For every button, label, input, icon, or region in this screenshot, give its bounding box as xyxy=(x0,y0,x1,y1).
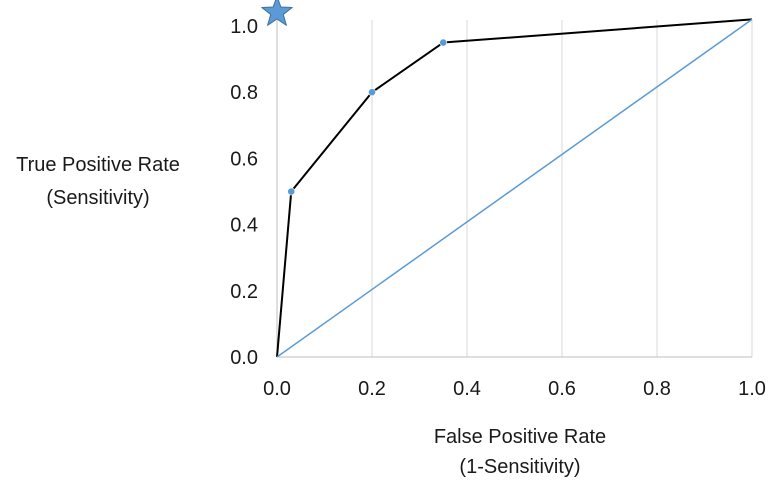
roc-point-marker xyxy=(287,187,296,196)
reference-diagonal-line xyxy=(276,18,753,358)
y-tick-label: 0.0 xyxy=(230,347,258,369)
markers-layer xyxy=(287,38,448,196)
x-tick-label: 0.4 xyxy=(453,378,481,400)
grid-lines xyxy=(371,20,753,357)
tick-labels: 0.0 0.2 0.4 0.6 0.8 1.0 0.0 0.2 0.4 0.6 0.8 1.0 xyxy=(230,16,766,400)
y-tick-label: 0.2 xyxy=(230,281,258,303)
x-tick-label: 0.0 xyxy=(263,378,291,400)
roc-point-marker xyxy=(368,88,376,97)
star-icon xyxy=(261,0,293,26)
x-tick-label: 0.6 xyxy=(548,378,576,400)
x-tick-label: 0.2 xyxy=(358,378,386,400)
annotations-layer xyxy=(261,0,293,26)
y-tick-label: 1.0 xyxy=(230,16,258,38)
series-layer xyxy=(276,18,753,358)
y-axis-title-line1: True Positive Rate xyxy=(16,154,180,176)
y-axis-title-line2: (Sensitivity) xyxy=(46,187,149,209)
x-tick-label: 1.0 xyxy=(738,378,766,400)
y-tick-label: 0.6 xyxy=(230,148,258,170)
y-tick-label: 0.4 xyxy=(230,215,258,237)
roc-point-marker xyxy=(439,38,448,47)
x-axis-title-line2: (1-Sensitivity) xyxy=(459,456,580,478)
x-tick-label: 0.8 xyxy=(643,378,671,400)
x-axis-title-line1: False Positive Rate xyxy=(434,426,606,448)
axes xyxy=(276,20,752,358)
y-tick-label: 0.8 xyxy=(230,82,258,104)
